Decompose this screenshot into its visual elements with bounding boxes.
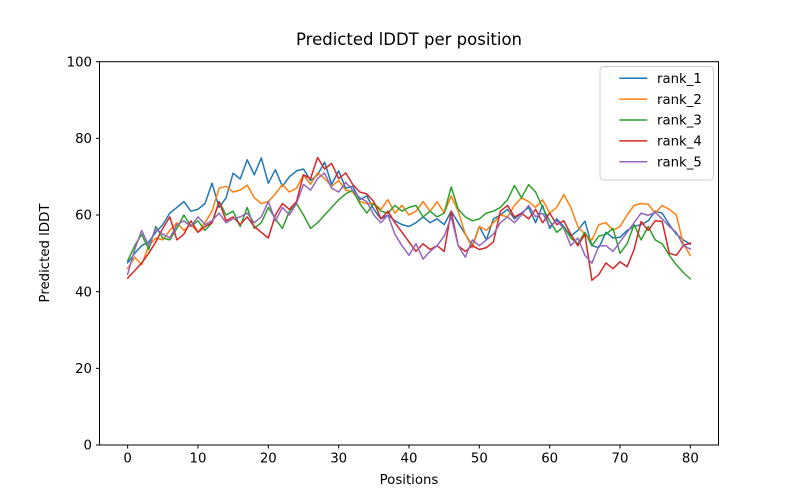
y-tick-label: 0 xyxy=(84,439,92,454)
series-line-rank_2 xyxy=(126,172,692,270)
x-tick-label: 10 xyxy=(190,452,207,467)
x-tick-label: 50 xyxy=(471,452,488,467)
y-tick-label: 40 xyxy=(75,285,92,300)
plot-area: 0 10 20 30 40 50 60 70 80020406080100rank_1rank_… xyxy=(67,55,719,467)
series-line-rank_5 xyxy=(126,172,692,276)
y-tick-label: 100 xyxy=(67,55,92,70)
series-line-rank_4 xyxy=(126,156,692,281)
chart-title: Predicted lDDT per position xyxy=(296,30,522,49)
x-tick-label: 60 xyxy=(541,452,558,467)
legend-label: rank_1 xyxy=(657,72,702,87)
legend-label: rank_2 xyxy=(657,93,702,108)
x-tick-label: 70 xyxy=(612,452,629,467)
x-axis-label: Positions xyxy=(380,473,439,488)
legend-label: rank_3 xyxy=(657,114,702,129)
legend-label: rank_5 xyxy=(657,155,702,170)
legend: rank_1 rank_2 rank_3 rank_4 rank_5 xyxy=(599,66,714,181)
y-tick-label: 20 xyxy=(75,362,92,377)
y-tick-label: 60 xyxy=(75,209,92,224)
legend-label: rank_4 xyxy=(657,135,702,150)
x-tick-label: 80 xyxy=(682,452,699,467)
y-tick-label: 80 xyxy=(75,132,92,147)
series-line-rank_1 xyxy=(126,157,692,264)
y-axis-label: Predicted lDDT xyxy=(38,203,53,303)
x-tick-label: 20 xyxy=(260,452,277,467)
x-tick-label: 40 xyxy=(401,452,418,467)
x-tick-label: 0 xyxy=(123,452,131,467)
x-tick-label: 30 xyxy=(330,452,347,467)
legend-box xyxy=(599,66,714,181)
